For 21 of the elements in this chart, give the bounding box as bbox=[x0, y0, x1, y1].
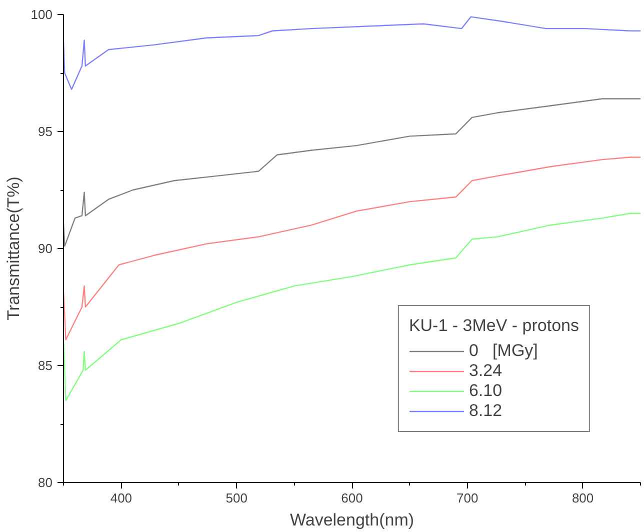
x-tick-label: 600 bbox=[341, 490, 363, 506]
line-series bbox=[64, 156, 640, 340]
y-tick-label: 80 bbox=[38, 475, 53, 490]
y-tick-label: 100 bbox=[30, 7, 53, 22]
legend-label: 6.10 bbox=[468, 381, 502, 401]
x-tick-label: 700 bbox=[456, 490, 478, 506]
y-tick-label: 95 bbox=[38, 124, 53, 139]
line-series bbox=[64, 212, 640, 402]
legend-label: 3.24 bbox=[468, 361, 502, 381]
y-tick-label: 90 bbox=[38, 241, 53, 256]
line-series bbox=[64, 98, 640, 247]
x-tick-label: 800 bbox=[572, 490, 594, 506]
legend-label: 8.12 bbox=[468, 401, 502, 421]
legend-title: KU-1 - 3MeV - protons bbox=[408, 316, 579, 336]
y-tick-label: 85 bbox=[38, 358, 53, 373]
line-series bbox=[64, 16, 640, 90]
x-tick-label: 500 bbox=[226, 490, 248, 506]
legend-label: 0 [MGy] bbox=[468, 341, 538, 361]
x-tick-label: 400 bbox=[110, 490, 132, 506]
x-axis-title: Wavelength(nm) bbox=[290, 510, 414, 530]
y-axis-title: Transmittance(T%) bbox=[4, 176, 23, 320]
